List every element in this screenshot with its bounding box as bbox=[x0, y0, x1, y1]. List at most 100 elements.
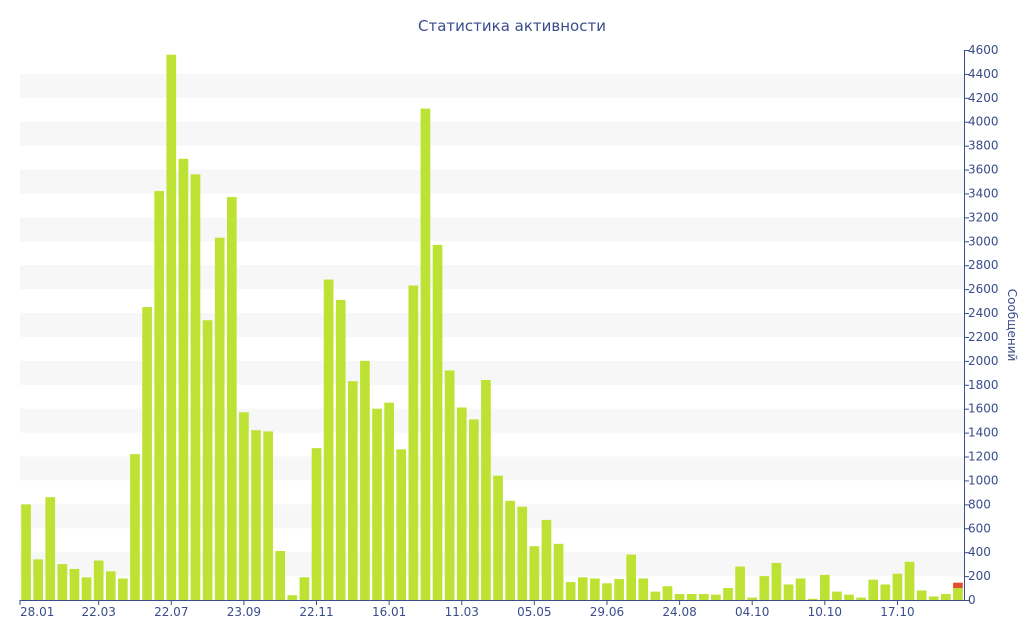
x-tick-label: 17.10 bbox=[880, 605, 914, 619]
bar[interactable] bbox=[650, 591, 661, 600]
bar[interactable] bbox=[214, 237, 225, 600]
bar[interactable] bbox=[311, 448, 322, 600]
bar[interactable] bbox=[541, 519, 552, 600]
bar-highlight-segment[interactable] bbox=[953, 582, 963, 589]
bar[interactable] bbox=[396, 449, 407, 600]
bar[interactable] bbox=[674, 594, 685, 600]
y-tick-label: 1800 bbox=[968, 378, 999, 392]
x-axis-ticks: 28.01 22.03 22.07 23.09 22.11 16.01 11.03 05.05… bbox=[19, 600, 915, 619]
bar[interactable] bbox=[880, 584, 891, 600]
x-tick-label: 24.08 bbox=[662, 605, 696, 619]
bar[interactable] bbox=[190, 174, 201, 600]
bar[interactable] bbox=[807, 598, 818, 600]
y-axis-label: Сообщений bbox=[1005, 289, 1019, 362]
y-axis-ticks: 0 200 400 600 800 1000 1200 1400 1600 1800 2000 220… bbox=[964, 43, 999, 607]
bar[interactable] bbox=[105, 571, 116, 600]
bar[interactable] bbox=[795, 578, 806, 600]
bar[interactable] bbox=[384, 402, 394, 600]
bar[interactable] bbox=[154, 191, 165, 600]
bar[interactable] bbox=[735, 566, 745, 600]
bar[interactable] bbox=[505, 500, 515, 600]
grid-band bbox=[20, 217, 964, 242]
y-tick-label: 800 bbox=[968, 497, 991, 511]
bar[interactable] bbox=[711, 594, 721, 600]
bar[interactable] bbox=[941, 594, 951, 600]
bar[interactable] bbox=[565, 582, 576, 600]
bar[interactable] bbox=[856, 597, 866, 600]
bar[interactable] bbox=[602, 583, 612, 600]
bar[interactable] bbox=[759, 576, 770, 600]
bar[interactable] bbox=[251, 430, 261, 600]
bar[interactable] bbox=[420, 108, 431, 600]
bar[interactable] bbox=[456, 407, 467, 601]
y-tick-label: 4200 bbox=[968, 91, 999, 105]
bar[interactable] bbox=[819, 574, 830, 600]
bar[interactable] bbox=[130, 454, 140, 600]
bar[interactable] bbox=[553, 543, 564, 600]
bar[interactable] bbox=[33, 559, 43, 600]
bar[interactable] bbox=[21, 504, 31, 600]
bar[interactable] bbox=[614, 579, 624, 600]
bar[interactable] bbox=[771, 562, 782, 600]
bar[interactable] bbox=[529, 546, 540, 600]
y-tick-label: 2800 bbox=[968, 258, 999, 272]
y-tick-label: 3600 bbox=[968, 163, 999, 177]
bar[interactable] bbox=[517, 506, 528, 600]
bar[interactable] bbox=[263, 431, 273, 600]
bar[interactable] bbox=[93, 560, 104, 600]
bar[interactable] bbox=[178, 158, 189, 600]
bar[interactable] bbox=[166, 54, 177, 601]
bar[interactable] bbox=[686, 594, 697, 600]
bar[interactable] bbox=[953, 588, 963, 600]
bar[interactable] bbox=[57, 564, 68, 600]
bar[interactable] bbox=[904, 561, 915, 600]
bar[interactable] bbox=[844, 594, 854, 600]
bar[interactable] bbox=[481, 380, 491, 600]
bar[interactable] bbox=[493, 475, 503, 600]
bar[interactable] bbox=[590, 578, 600, 600]
bar[interactable] bbox=[202, 320, 213, 600]
bar[interactable] bbox=[868, 579, 879, 600]
bar[interactable] bbox=[81, 577, 92, 600]
grid-band bbox=[20, 169, 964, 194]
x-tick-label: 22.07 bbox=[154, 605, 188, 619]
y-tick-label: 4400 bbox=[968, 67, 999, 81]
bar[interactable] bbox=[577, 577, 588, 600]
x-tick-label: 22.11 bbox=[299, 605, 333, 619]
bar[interactable] bbox=[747, 597, 758, 600]
bar[interactable] bbox=[45, 497, 56, 600]
bar[interactable] bbox=[432, 244, 443, 601]
bar[interactable] bbox=[698, 594, 709, 600]
bar[interactable] bbox=[335, 299, 346, 600]
bar[interactable] bbox=[626, 554, 637, 600]
bar[interactable] bbox=[783, 584, 794, 600]
bar[interactable] bbox=[372, 408, 382, 600]
bar[interactable] bbox=[226, 197, 237, 600]
bar[interactable] bbox=[142, 307, 152, 600]
bar[interactable] bbox=[287, 595, 298, 600]
bar[interactable] bbox=[662, 586, 673, 600]
bar[interactable] bbox=[299, 577, 310, 600]
bar[interactable] bbox=[275, 550, 286, 600]
bar[interactable] bbox=[408, 285, 419, 600]
bar[interactable] bbox=[832, 591, 842, 600]
bar[interactable] bbox=[323, 279, 334, 600]
bar[interactable] bbox=[360, 360, 370, 600]
bar[interactable] bbox=[469, 419, 479, 600]
bar[interactable] bbox=[928, 596, 939, 600]
y-tick-label: 400 bbox=[968, 545, 991, 559]
y-tick-label: 3200 bbox=[968, 210, 999, 224]
y-tick-label: 4600 bbox=[968, 43, 999, 57]
bar[interactable] bbox=[892, 573, 903, 600]
bar[interactable] bbox=[723, 588, 733, 600]
bar[interactable] bbox=[916, 590, 927, 600]
bar[interactable] bbox=[118, 578, 128, 600]
bar[interactable] bbox=[444, 370, 455, 600]
bar[interactable] bbox=[638, 578, 649, 600]
bar[interactable] bbox=[69, 568, 80, 600]
bar[interactable] bbox=[347, 381, 358, 600]
bars-group bbox=[21, 54, 963, 601]
y-tick-label: 200 bbox=[968, 569, 991, 583]
bar[interactable] bbox=[239, 412, 249, 600]
